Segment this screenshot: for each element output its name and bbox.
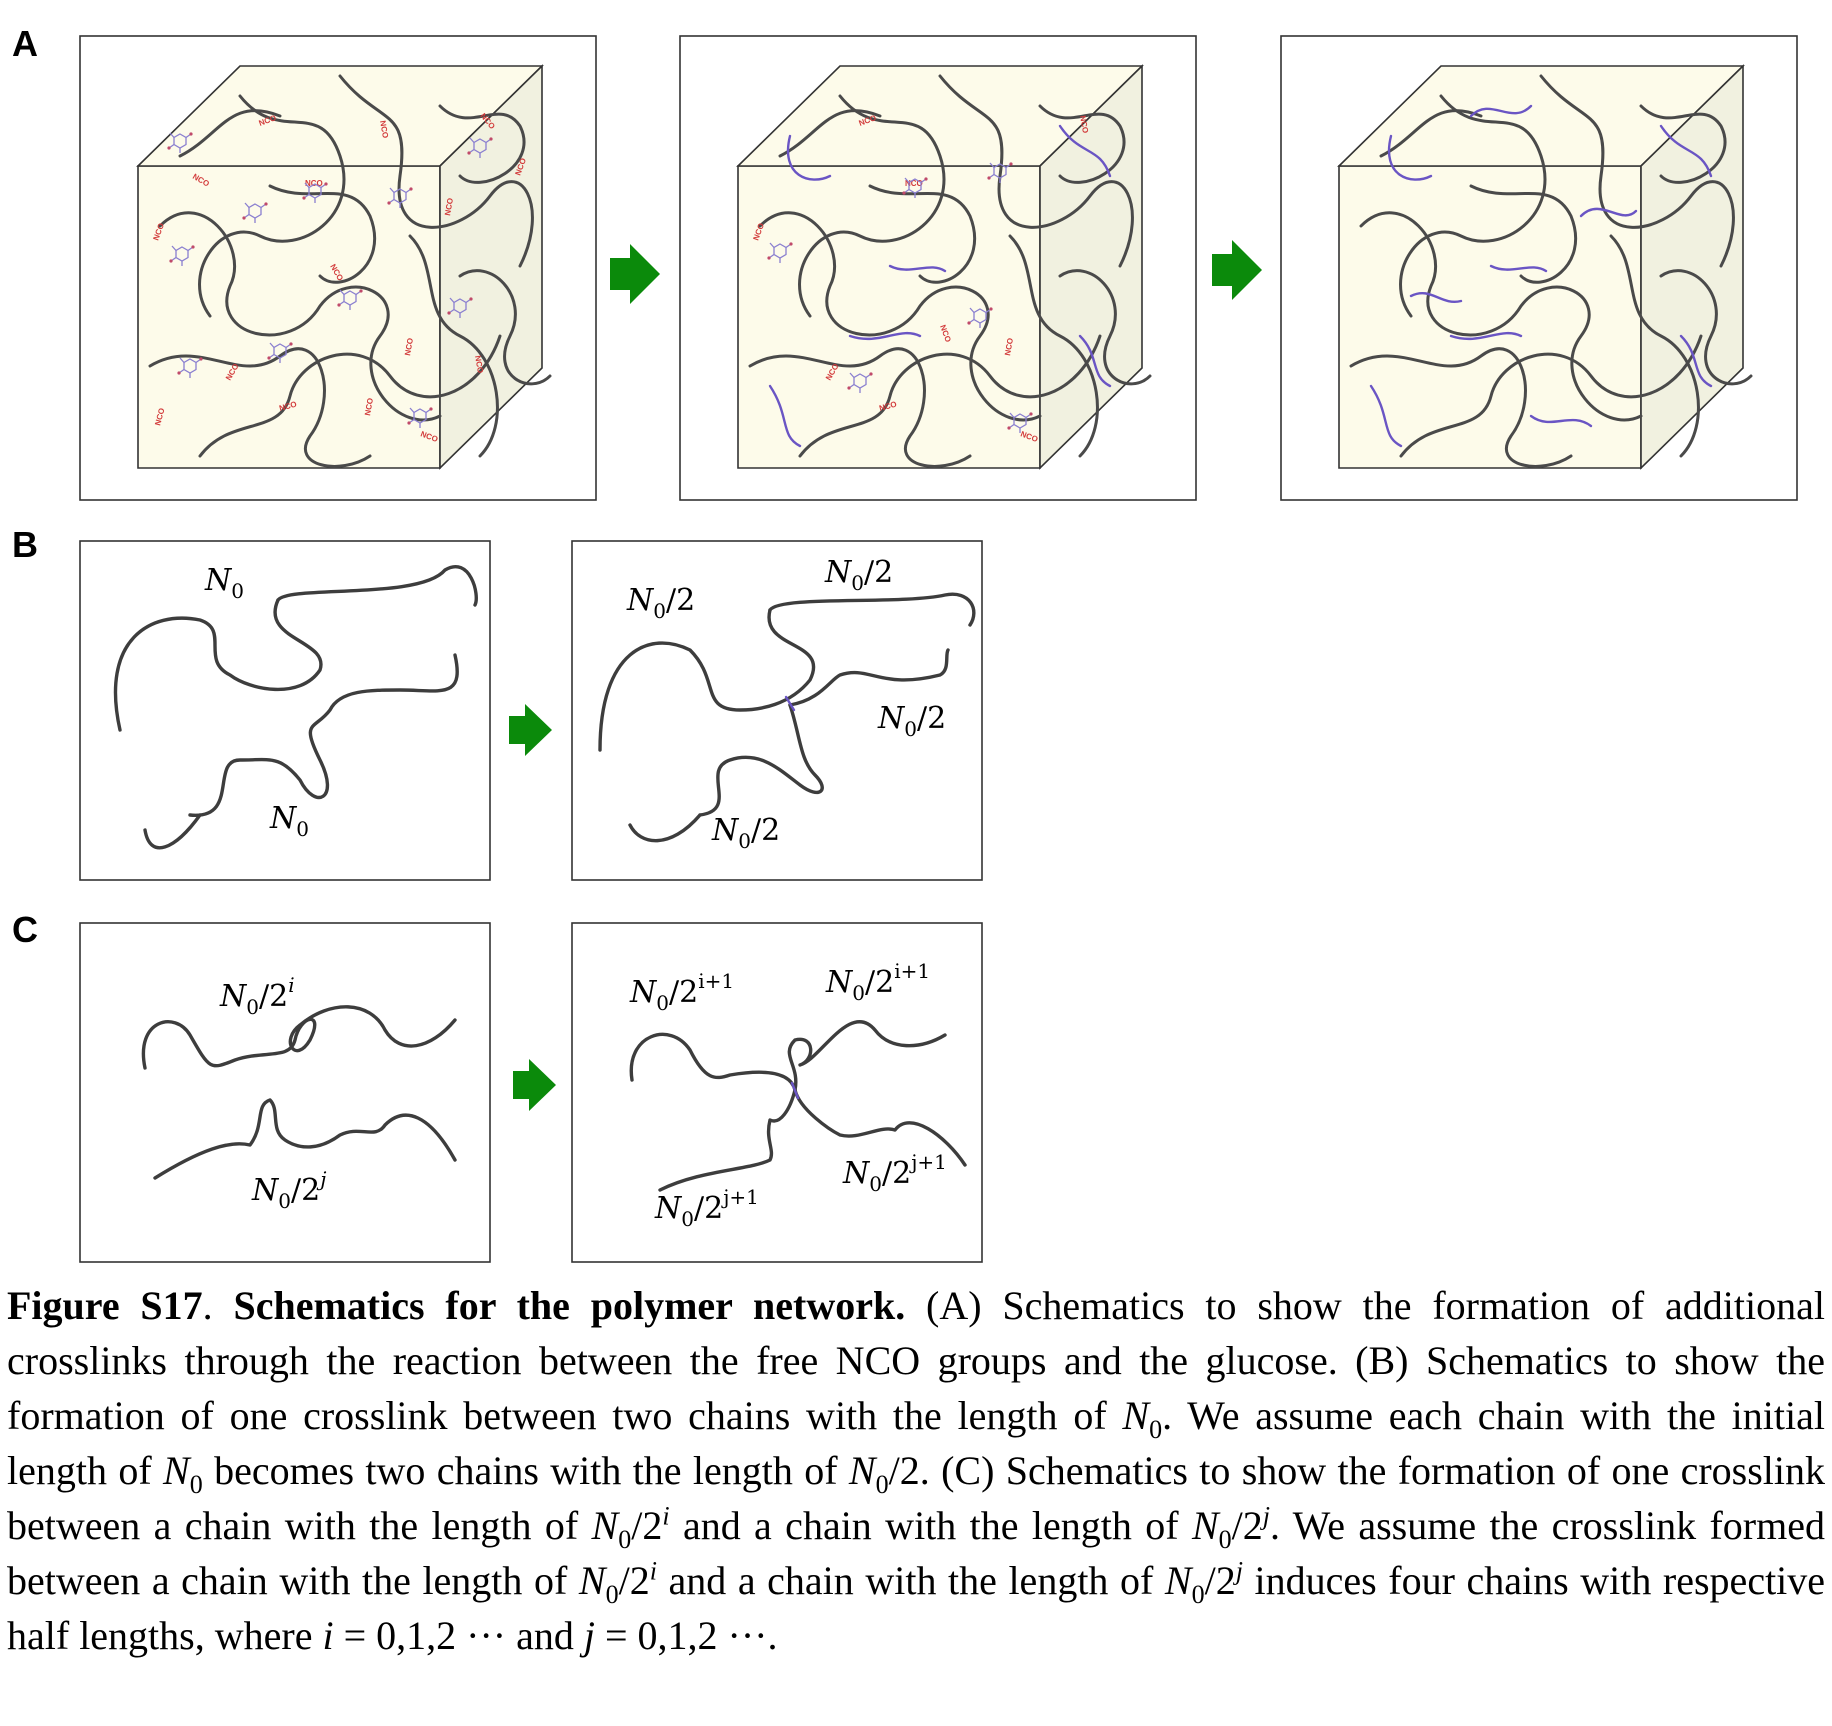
chain-label-n0-top: N0 [204, 563, 244, 603]
chain-label-n0-2j1: N0/2j+1 [842, 1150, 947, 1196]
panel-a-cube-final [1280, 35, 1798, 501]
caption-text: (A) Schematics to show the formation of … [7, 1283, 1825, 1438]
chain-label-n0-2i1: N0/2i+1 [825, 959, 930, 1005]
chain-label-half: N0/2 [877, 701, 946, 741]
chain-label-n0-2i1: N0/2i+1 [629, 969, 734, 1015]
svg-text:NCO: NCO [878, 400, 898, 413]
panel-letter-a: A [12, 23, 38, 64]
panel-a-cube-partial: NCO NCO NCO NCO NCO NCO NCO NCO NCO [679, 35, 1197, 501]
chain-label-half: N0/2 [711, 813, 780, 853]
arrow-icon [1212, 240, 1262, 300]
chain-label-n0-2j1: N0/2j+1 [654, 1185, 759, 1231]
svg-text:NCO: NCO [1078, 115, 1090, 134]
chain-label-n0-2i: N0/2i [219, 973, 295, 1019]
panel-letter-b: B [12, 524, 38, 565]
panel-a-cube-initial [79, 35, 597, 501]
chain-label-n0-bottom: N0 [269, 801, 309, 841]
arrow-icon [610, 244, 660, 304]
figure-s17: NCO NCO NCO NCO NCO NCO NCO NCO NCO NCO … [12, 23, 1798, 1263]
figure-caption: Figure S17. Schematics for the polymer n… [7, 1283, 1826, 1658]
chain-label-half: N0/2 [824, 555, 893, 595]
figure-title: Schematics for the polymer network. [233, 1283, 906, 1328]
arrow-icon [513, 1059, 556, 1111]
panel-c-right: N0/2i+1 N0/2i+1 N0/2j+1 N0/2j+1 [571, 922, 983, 1263]
panel-letter-c: C [12, 909, 38, 950]
svg-text:NCO: NCO [1003, 337, 1015, 356]
svg-text:NCO: NCO [905, 179, 923, 188]
panel-b-left: N0 N0 [79, 540, 491, 881]
arrow-icon [509, 704, 552, 756]
chain-label-n0-2j: N0/2j [251, 1167, 326, 1213]
figure-label: Figure S17 [7, 1283, 203, 1328]
panel-b-right: N0/2 N0/2 N0/2 N0/2 [571, 540, 983, 881]
panel-c-left: N0/2i N0/2j [79, 922, 491, 1263]
chain-label-half: N0/2 [626, 583, 695, 623]
